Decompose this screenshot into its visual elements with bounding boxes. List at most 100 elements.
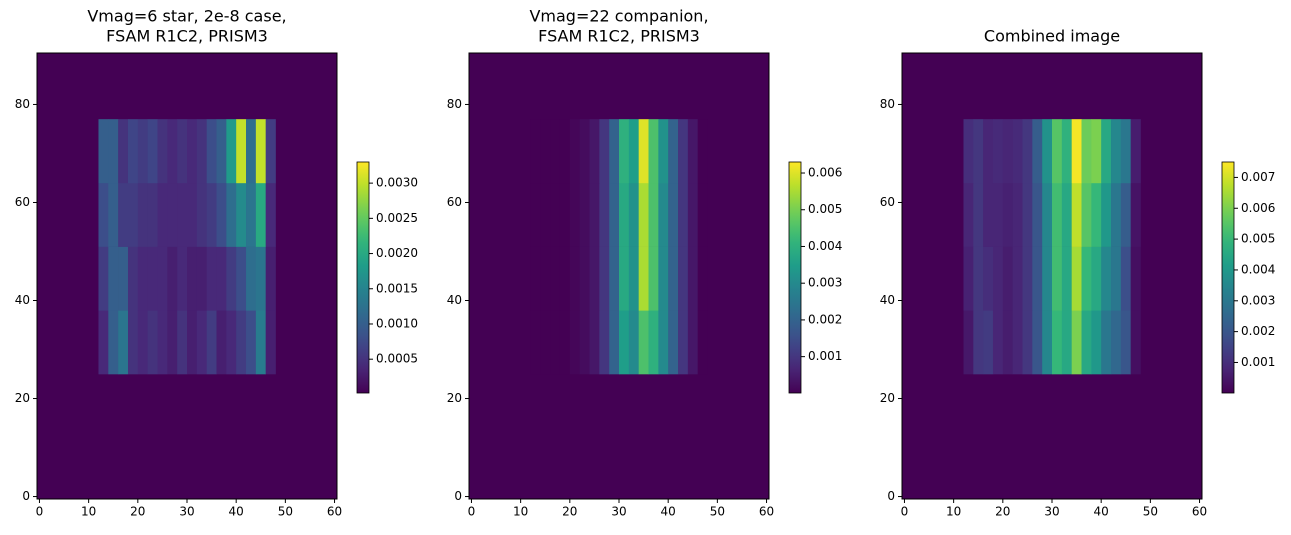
colorbar-tick-label: 0.0030	[376, 176, 418, 190]
chart-title: FSAM R1C2, PRISM3	[106, 27, 268, 46]
heat-cell	[216, 310, 227, 375]
colorbar	[788, 161, 802, 394]
heat-cell	[530, 182, 541, 247]
heat-cell	[265, 182, 276, 247]
heat-cell	[147, 310, 158, 375]
heat-cell	[127, 119, 139, 184]
colorbar-tick-label: 0.006	[1241, 201, 1275, 215]
heat-cell	[678, 310, 689, 375]
heat-cell	[638, 182, 649, 247]
heat-cell	[983, 310, 994, 375]
colorbar-tick-label: 0.001	[808, 349, 842, 363]
heat-cell	[1052, 246, 1063, 311]
heat-cell	[1042, 182, 1053, 247]
heat-cell	[687, 119, 698, 184]
heat-cell	[147, 119, 158, 184]
y-tick-label: 80	[15, 97, 30, 111]
y-tick-label: 40	[447, 293, 462, 307]
colorbar-tick-label: 0.003	[1241, 293, 1275, 307]
heat-cell	[992, 182, 1004, 247]
heat-cell	[1091, 246, 1102, 311]
heat-cell	[196, 182, 207, 247]
heat-cell	[569, 119, 580, 184]
heat-cell	[1022, 310, 1033, 375]
heat-cell	[1002, 119, 1013, 184]
heat-cell	[540, 246, 551, 311]
y-tick-label: 40	[880, 293, 895, 307]
heat-cell	[619, 182, 630, 247]
heat-cell	[98, 310, 109, 375]
heat-cell	[678, 119, 689, 184]
heat-cell	[1101, 246, 1112, 311]
x-tick-label: 40	[661, 505, 676, 519]
heat-cell	[1061, 182, 1072, 247]
heat-cell	[638, 119, 649, 184]
colorbar-tick-label: 0.003	[808, 276, 842, 290]
y-tick-label: 60	[880, 195, 895, 209]
heat-cell	[609, 182, 620, 247]
heat-cell	[609, 246, 620, 311]
x-tick-label: 60	[1192, 505, 1207, 519]
heat-cell	[1052, 182, 1063, 247]
heat-cell	[1012, 310, 1023, 375]
heat-cell	[648, 182, 659, 247]
heat-cell	[236, 310, 247, 375]
heat-cell	[1081, 246, 1092, 311]
heat-cell	[98, 246, 109, 311]
heat-cell	[619, 310, 630, 375]
heat-cell	[1071, 246, 1082, 311]
heat-cell	[609, 119, 620, 184]
heat-cell	[678, 182, 689, 247]
heat-cell	[265, 246, 276, 311]
heat-cell	[196, 119, 207, 184]
heat-cell	[108, 246, 119, 311]
heat-cell	[1130, 310, 1141, 375]
heat-cell	[265, 119, 276, 184]
y-tick-label: 20	[447, 391, 462, 405]
heat-cell	[1091, 310, 1102, 375]
heat-cell	[187, 310, 198, 375]
heat-cell	[697, 182, 708, 247]
heat-cell	[589, 246, 600, 311]
heat-cell	[559, 182, 571, 247]
heat-cell	[569, 310, 580, 375]
heat-cell	[1120, 182, 1131, 247]
x-tick-label: 10	[513, 505, 528, 519]
heat-cell	[1071, 119, 1082, 184]
heat-cell	[628, 246, 639, 311]
heat-cell	[638, 310, 649, 375]
heat-cell	[187, 246, 198, 311]
heat-cell	[187, 119, 198, 184]
heat-cell	[108, 310, 119, 375]
heat-cell	[226, 310, 237, 375]
heat-cell	[697, 246, 708, 311]
heat-cell	[1120, 119, 1131, 184]
x-tick-label: 30	[611, 505, 626, 519]
heat-cell	[599, 310, 610, 375]
heat-cell	[559, 310, 571, 375]
heat-cell	[1012, 246, 1023, 311]
colorbar-tick-label: 0.007	[1241, 170, 1275, 184]
heat-cell	[118, 310, 129, 375]
colorbar-tick-label: 0.002	[808, 312, 842, 326]
heat-cell	[963, 246, 974, 311]
heat-cell	[530, 246, 541, 311]
heat-cell	[1081, 182, 1092, 247]
heat-cell	[540, 310, 551, 375]
heat-cell	[196, 246, 207, 311]
x-tick-label: 10	[946, 505, 961, 519]
heat-cell	[973, 119, 984, 184]
heat-cell	[559, 246, 571, 311]
heat-cell	[1071, 182, 1082, 247]
heat-cell	[1081, 310, 1092, 375]
y-tick-label: 60	[447, 195, 462, 209]
heat-cell	[246, 119, 257, 184]
heat-cell	[167, 246, 178, 311]
x-tick-label: 20	[130, 505, 145, 519]
heat-cell	[983, 246, 994, 311]
heat-cell	[127, 310, 139, 375]
heat-cell	[1022, 182, 1033, 247]
colorbar-tick-label: 0.004	[1241, 262, 1275, 276]
heat-cell	[206, 182, 217, 247]
heat-cell	[648, 246, 659, 311]
